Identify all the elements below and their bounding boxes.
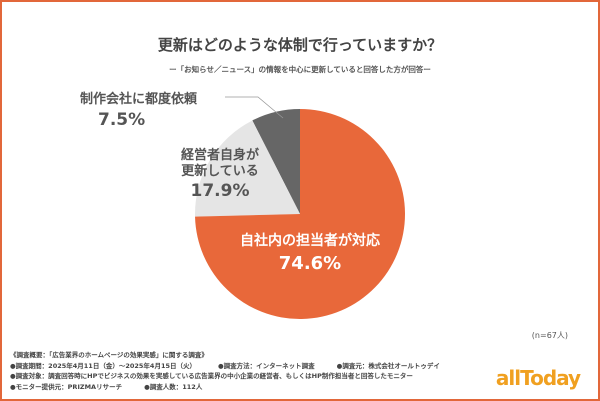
pie-slice-outsourced [252,109,300,214]
svg-text:allToday: allToday [496,366,581,390]
leader-line [225,96,284,119]
notes-source: ●調査元：株式会社オールトゥデイ [336,361,440,370]
notes-method: ●調査方法：インターネット調査 [218,361,315,370]
chart-subtitle: ー「お知らせ／ニュース」の情報を中心に更新していると回答した方が回答ー [169,65,431,74]
notes-target: ●調査対象：調査回答時にHPでビジネスの効果を実感している広告業界の中小企業の経… [10,372,413,380]
slice-label-owner-line2: 更新している [181,163,259,179]
pie-slice-owner [195,120,300,217]
chart-title: 更新はどのような体制で行っていますか？ [157,36,443,54]
notes-count: ●調査人数：112人 [144,382,203,391]
notes-period: ●調査期間：2025年4月11日（金）〜2025年4月15日（火） [10,361,196,370]
notes-provider: ●モニター提供元：PRIZMAリサーチ [10,382,123,391]
pie-slice-inhouse [195,109,406,320]
slice-label-owner-line1: 経営者自身が [180,148,259,163]
survey-notes: 《調査概要：「広告業界のホームページの効果実感」に関する調査》 ●調査期間：20… [10,350,462,392]
slice-label-inhouse-text: 自社内の担当者が対応 [240,233,380,249]
alltoday-logo: allToday [496,366,582,390]
slice-value-owner: 17.9% [190,181,250,202]
slice-label-outsourced: 制作会社に都度依頼 [80,92,198,107]
slice-value-inhouse: 74.6% [278,252,342,274]
slice-label-owner: 経営者自身が 更新している 17.9% [175,148,265,202]
slice-label-inhouse: 自社内の担当者が対応 74.6% [230,233,390,274]
slice-value-outsourced: 7.5% [98,110,146,130]
notes-heading: 《調査概要：「広告業界のホームページの効果実感」に関する調査》 [10,351,208,359]
sample-size: (n=67人) [531,331,568,340]
